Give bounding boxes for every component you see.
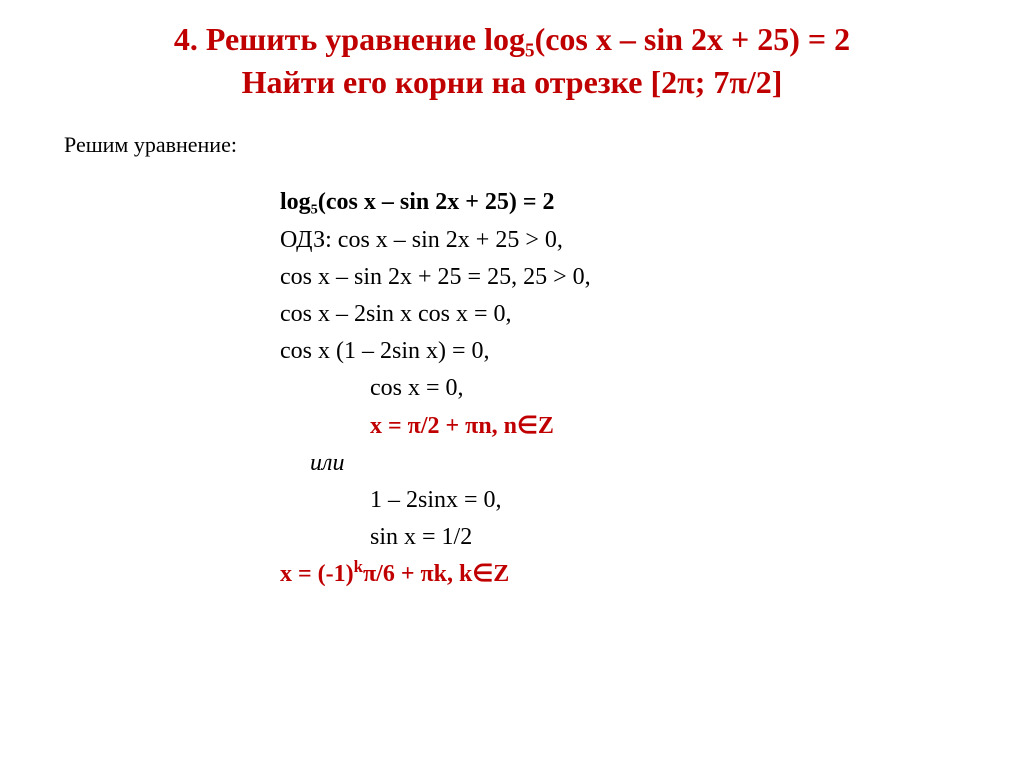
step-1: cos x – sin 2x + 25 = 25, 25 > 0,: [280, 259, 964, 296]
branch-a-eq: cos x = 0,: [280, 370, 964, 407]
branch-a-answer: x = π/2 + πn, n∈Z: [280, 408, 964, 445]
branch-b-eq2: sin x = 1/2: [280, 519, 964, 556]
title-line-2: Найти его корни на отрезке [2π; 7π/2]: [60, 61, 964, 104]
step-2: cos x – 2sin x cos x = 0,: [280, 296, 964, 333]
branch-b-eq1: 1 – 2sinx = 0,: [280, 482, 964, 519]
answer-b-exp: k: [354, 557, 363, 576]
title-line-1: 4. Решить уравнение log₅(cos x – sin 2x …: [60, 18, 964, 61]
or-label: или: [280, 445, 964, 482]
answer-b-part2: π/6 + πk, k∈Z: [363, 561, 509, 587]
problem-title: 4. Решить уравнение log₅(cos x – sin 2x …: [60, 18, 964, 104]
step-3: cos x (1 – 2sin x) = 0,: [280, 333, 964, 370]
worked-solution: log₅(cos x – sin 2x + 25) = 2 ОДЗ: cos x…: [280, 184, 964, 593]
branch-b-answer: x = (-1)kπ/6 + πk, k∈Z: [280, 556, 964, 593]
slide: 4. Решить уравнение log₅(cos x – sin 2x …: [0, 0, 1024, 767]
odz-line: ОДЗ: cos x – sin 2x + 25 > 0,: [280, 222, 964, 259]
eq-restated: log₅(cos x – sin 2x + 25) = 2: [280, 184, 964, 221]
answer-b-part1: x = (-1): [280, 561, 354, 587]
subtitle: Решим уравнение:: [64, 132, 964, 158]
